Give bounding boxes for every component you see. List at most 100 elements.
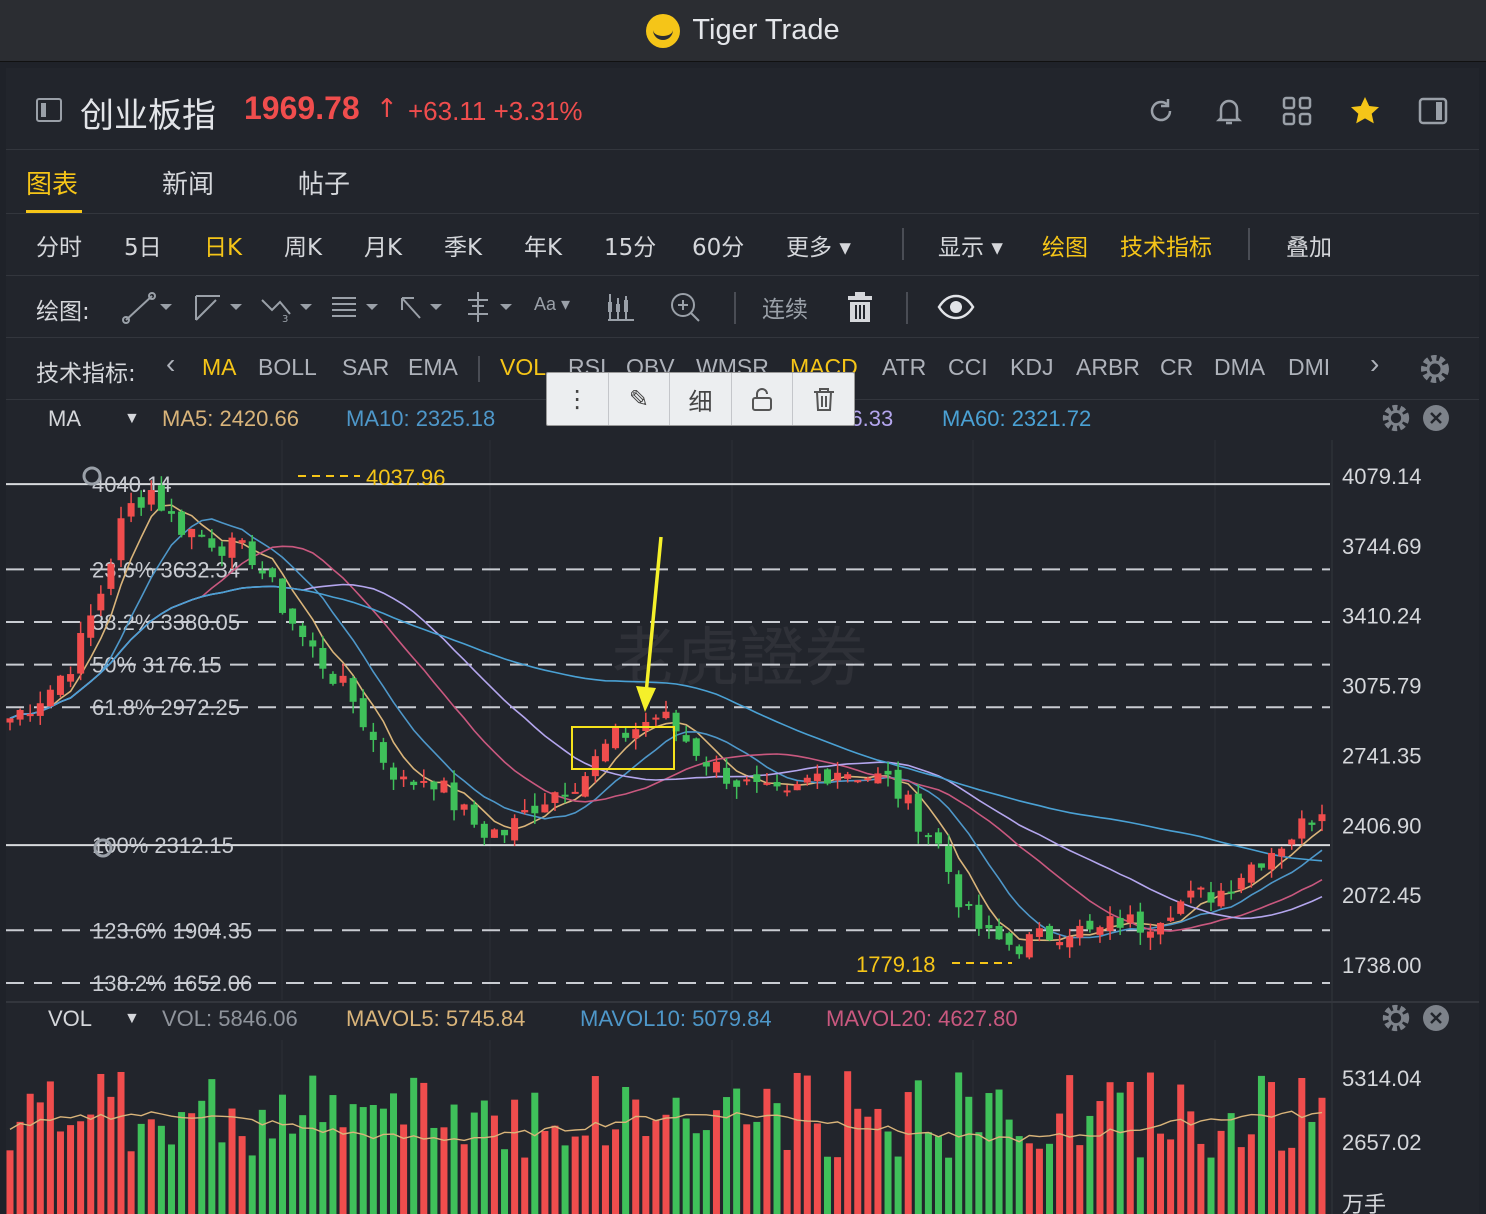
volume-bar	[67, 1125, 75, 1214]
sidebar-toggle-icon[interactable]	[36, 98, 62, 122]
volume-bar	[854, 1108, 862, 1214]
indicator-ma[interactable]: MA	[202, 354, 237, 380]
drag-handle-icon[interactable]: ⋮	[547, 373, 609, 425]
scroll-right-icon[interactable]: ›	[1370, 348, 1380, 379]
ma-settings-gear-icon[interactable]	[1380, 402, 1412, 434]
indicator-cr[interactable]: CR	[1160, 354, 1194, 380]
tab-posts[interactable]: 帖子	[298, 170, 351, 200]
period-daily-k[interactable]: 日K	[204, 235, 243, 261]
period-more-dropdown[interactable]: 更多 ▾	[786, 228, 851, 262]
indicator-toolbar-label: 技术指标:	[36, 361, 136, 387]
period-quarterly-k[interactable]: 季K	[444, 235, 483, 261]
candle-body	[26, 713, 34, 717]
fib-top-handle[interactable]	[82, 466, 102, 486]
channel-tool-icon[interactable]	[192, 290, 248, 324]
ma-close-icon[interactable]	[1422, 404, 1450, 432]
bell-icon[interactable]	[1212, 94, 1246, 128]
volume-bar	[904, 1092, 912, 1214]
candle-tool-icon[interactable]	[604, 290, 638, 324]
volume-bar	[228, 1108, 236, 1214]
indicator-cci[interactable]: CCI	[948, 354, 988, 380]
indicator-atr[interactable]: ATR	[882, 354, 927, 380]
candle-body	[1237, 877, 1245, 890]
indicator-dmi[interactable]: DMI	[1288, 354, 1331, 380]
tab-news[interactable]: 新闻	[162, 170, 215, 200]
candle-body	[581, 776, 589, 797]
panel-toggle-icon[interactable]	[1416, 94, 1450, 128]
delete-drawing-icon[interactable]	[793, 373, 854, 425]
chevron-down-icon[interactable]: ▼	[124, 410, 140, 427]
candle-body	[975, 904, 983, 929]
chevron-down-icon: ▾	[991, 235, 1003, 261]
volume-bar	[1046, 1143, 1054, 1214]
text-tool[interactable]: Aa ▾	[534, 294, 570, 328]
fib-bottom-handle[interactable]	[93, 838, 113, 858]
wave-tool-icon[interactable]: 3	[260, 290, 318, 324]
period-15min[interactable]: 15分	[604, 235, 657, 261]
fib-tool-icon[interactable]	[330, 290, 386, 324]
vol-close-icon[interactable]	[1422, 1004, 1450, 1032]
candle-body	[1207, 892, 1215, 903]
zoom-in-icon[interactable]	[668, 290, 702, 324]
volume-bar	[945, 1157, 953, 1214]
scroll-left-icon[interactable]: ‹	[166, 348, 176, 379]
indicator-ema[interactable]: EMA	[408, 354, 458, 380]
volume-bar	[1288, 1147, 1296, 1214]
vol-settings-gear-icon[interactable]	[1380, 1002, 1412, 1034]
volume-bar	[349, 1104, 357, 1214]
draw-button[interactable]: 绘图	[1042, 235, 1088, 261]
unlock-icon[interactable]	[732, 373, 794, 425]
period-intraday[interactable]: 分时	[36, 235, 82, 261]
indicator-arbr[interactable]: ARBR	[1076, 354, 1140, 380]
annotation-arrow-line[interactable]	[644, 536, 663, 695]
volume-bar	[379, 1108, 387, 1214]
indicator-kdj[interactable]: KDJ	[1010, 354, 1054, 380]
eye-icon[interactable]	[936, 290, 976, 324]
candle-body	[733, 780, 741, 787]
period-weekly-k[interactable]: 周K	[284, 235, 323, 261]
indicator-settings-gear-icon[interactable]	[1418, 352, 1452, 386]
volume-bar	[823, 1156, 831, 1214]
indicator-sar[interactable]: SAR	[342, 354, 390, 380]
pencil-icon[interactable]: ✎	[609, 373, 671, 425]
candle-body	[107, 563, 115, 589]
chevron-down-icon[interactable]: ▼	[124, 1010, 140, 1027]
indicator-boll[interactable]: BOLL	[258, 354, 317, 380]
period-yearly-k[interactable]: 年K	[524, 235, 563, 261]
display-dropdown[interactable]: 显示 ▾	[938, 228, 1003, 262]
overlay-button[interactable]: 叠加	[1286, 235, 1332, 261]
candle-body	[379, 742, 387, 763]
period-5day[interactable]: 5日	[124, 235, 162, 261]
volume-bar	[783, 1149, 791, 1214]
measure-tool-icon[interactable]	[464, 290, 520, 324]
period-60min[interactable]: 60分	[692, 235, 745, 261]
indicators-button[interactable]: 技术指标	[1120, 235, 1212, 261]
volume-bar	[127, 1151, 135, 1214]
refresh-icon[interactable]	[1144, 94, 1178, 128]
continuous-draw-toggle[interactable]: 连续	[762, 297, 808, 323]
candle-body	[238, 540, 246, 543]
arrow-tool-icon[interactable]	[396, 290, 452, 324]
candlesticks[interactable]	[6, 476, 1326, 960]
indicator-dma[interactable]: DMA	[1214, 354, 1266, 380]
volume-bar	[1298, 1077, 1306, 1214]
tab-chart[interactable]: 图表	[26, 170, 79, 200]
candle-body	[1106, 916, 1114, 931]
trash-icon[interactable]	[844, 290, 876, 324]
volume-bar	[56, 1131, 64, 1214]
highlight-rectangle[interactable]	[571, 726, 675, 770]
price-up-arrow-icon: ↑	[376, 94, 398, 124]
indicator-vol[interactable]: VOL	[500, 354, 547, 380]
line-thickness-button[interactable]: 细	[670, 373, 732, 425]
candle-body	[1025, 934, 1033, 958]
volume-bar	[1227, 1113, 1235, 1214]
line-tool-icon[interactable]	[122, 290, 178, 324]
candle-body	[521, 810, 529, 813]
grid-icon[interactable]	[1280, 94, 1314, 128]
period-monthly-k[interactable]: 月K	[364, 235, 403, 261]
star-icon[interactable]	[1348, 94, 1382, 128]
volume-bar	[77, 1121, 85, 1214]
candle-body	[77, 633, 85, 674]
